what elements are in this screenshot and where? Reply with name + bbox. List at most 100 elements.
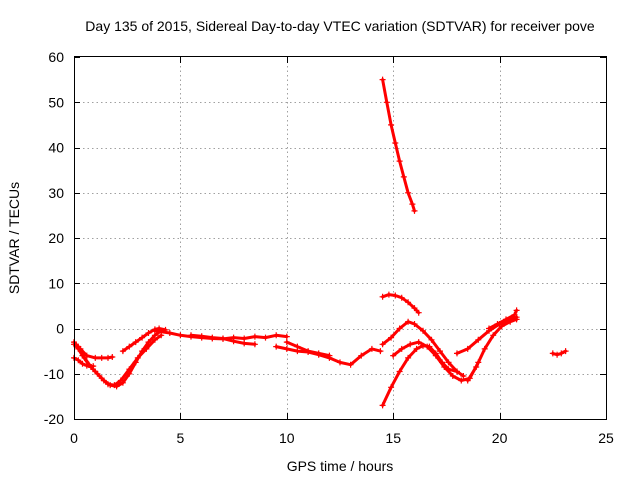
data-point [177,332,184,339]
data-point [126,343,133,350]
y-tick-label: 60 [48,49,64,65]
data-point [79,360,86,367]
data-point [396,158,403,165]
series-arc-18 [549,348,569,358]
data-point [273,343,280,350]
data-point [105,354,111,361]
plot-area [71,76,569,409]
data-point [379,76,386,83]
data-point [283,345,290,352]
data-point [458,377,465,384]
data-point [464,345,471,352]
series-arc-11 [379,291,422,316]
x-tick-label: 5 [177,430,185,446]
data-point [126,370,133,377]
y-tick-label: 0 [56,321,64,337]
data-point [411,207,418,214]
data-point [432,352,439,359]
y-axis-title: SDTVAR / TECUs [6,182,22,294]
series-line [381,78,416,213]
data-point [326,352,333,359]
y-tick-label: 30 [48,185,64,201]
data-point [405,354,412,361]
series-arc-12 [379,318,467,379]
data-point [428,336,435,343]
series-arc-10 [379,76,418,214]
grid [74,57,606,419]
data-point [75,343,82,350]
data-point [230,338,237,345]
data-point [415,339,422,346]
data-point [415,309,422,316]
data-point [368,345,375,352]
data-point [454,368,460,375]
y-tick-label: -20 [44,411,64,427]
data-point [132,339,139,346]
data-point [119,379,126,386]
series-arc-7 [188,332,258,348]
data-point [405,189,412,196]
data-point [490,332,497,339]
y-tick-label: 50 [48,94,64,110]
series-arc-17 [486,307,520,332]
data-point [392,292,399,299]
series-arc-13 [379,342,460,409]
chart-title: Day 135 of 2015, Sidereal Day-to-day VTE… [85,18,595,34]
axis-ticks: 0 5 10 15 20 25 -20 -10 0 10 20 30 40 50 60 [44,49,614,446]
data-point [498,323,505,330]
data-point [98,354,105,361]
data-point [273,332,280,339]
data-point [358,352,365,359]
data-point [283,339,290,346]
x-tick-label: 15 [385,430,401,446]
data-point [379,341,386,348]
data-point [92,354,99,361]
series-arc-4 [75,327,165,390]
data-point [119,348,126,355]
data-point [554,351,561,358]
data-point [396,325,403,332]
data-point [398,345,405,352]
data-point [494,321,501,327]
data-point [420,327,426,334]
data-point [377,348,384,355]
data-point [411,321,418,327]
data-point [220,335,226,342]
series-arc-5 [119,325,169,355]
data-point [413,345,420,352]
data-point [405,318,412,325]
y-tick-label: 20 [48,230,64,246]
data-point [486,325,492,332]
data-point [398,294,405,301]
data-point [475,336,482,343]
data-point [198,333,205,340]
y-tick-label: -10 [44,366,64,382]
data-point [305,348,312,355]
data-point [94,370,101,377]
y-tick-label: 10 [48,275,64,291]
data-point [445,359,452,366]
x-axis-title: GPS time / hours [287,458,394,474]
data-point [388,121,395,128]
data-point [392,140,399,146]
data-point [283,333,290,340]
data-point [460,373,467,379]
data-point [481,345,488,352]
data-point [473,364,480,370]
data-point [441,364,448,370]
data-point [337,359,343,366]
series-arc-9 [283,339,333,359]
data-point [379,402,386,409]
data-point [81,354,88,361]
data-point [151,327,158,334]
data-point [188,332,194,339]
data-point [388,334,395,341]
data-point [100,377,107,384]
data-point [396,368,403,375]
data-point [464,377,471,384]
data-point [88,364,94,370]
data-point [424,343,431,350]
data-point [558,350,565,357]
data-point [437,348,443,355]
